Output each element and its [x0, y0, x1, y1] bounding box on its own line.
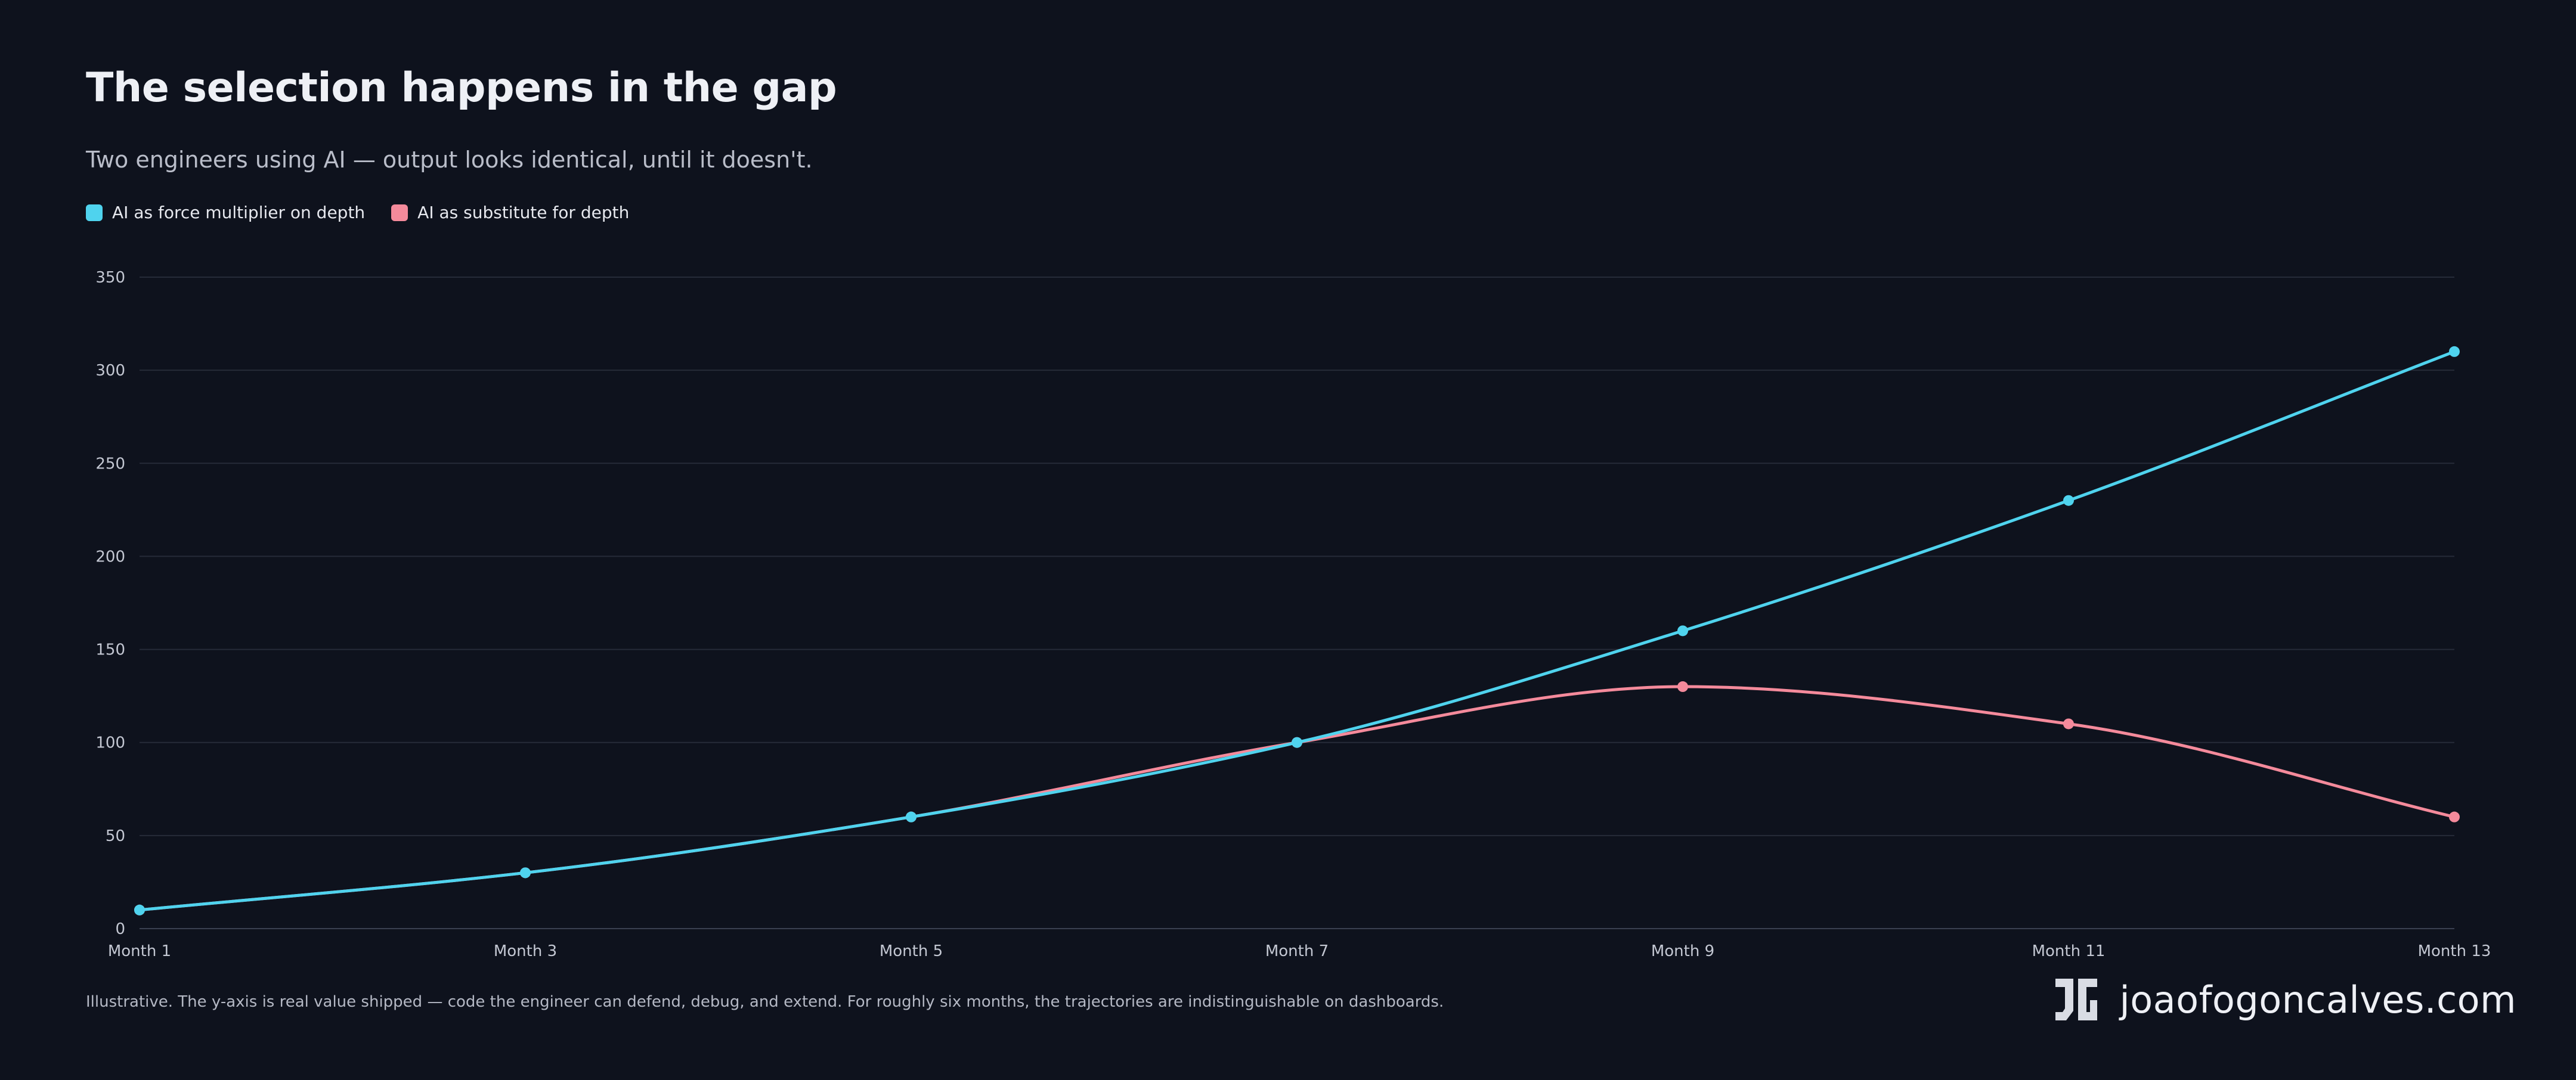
- brand[interactable]: joaofogoncalves.com: [2053, 976, 2517, 1023]
- y-tick-label: 0: [115, 920, 125, 938]
- x-tick-label: Month 9: [1651, 942, 1714, 960]
- legend-item-force-multiplier[interactable]: AI as force multiplier on depth: [86, 203, 365, 222]
- footnote: Illustrative. The y-axis is real value s…: [86, 993, 1444, 1011]
- data-point-force-multiplier-2[interactable]: [906, 811, 917, 823]
- legend-label-force-multiplier: AI as force multiplier on depth: [112, 203, 366, 222]
- grid-layer: [140, 277, 2454, 929]
- x-tick-label: Month 5: [880, 942, 943, 960]
- x-tick-label: Month 11: [2032, 942, 2106, 960]
- y-tick-label: 50: [106, 827, 125, 845]
- legend: AI as force multiplier on depth AI as su…: [86, 203, 655, 222]
- series-line-force-multiplier: [138, 350, 2456, 912]
- data-point-force-multiplier-5[interactable]: [2063, 495, 2074, 506]
- series-force-multiplier: [134, 346, 2460, 915]
- data-point-force-multiplier-6[interactable]: [2449, 346, 2460, 357]
- y-tick-label: 250: [95, 455, 125, 473]
- chart-subtitle: Two engineers using AI — output looks id…: [86, 147, 813, 173]
- y-tick-label: 300: [95, 362, 125, 380]
- legend-item-substitute[interactable]: AI as substitute for depth: [391, 203, 629, 222]
- series-layer: [134, 346, 2460, 915]
- data-point-force-multiplier-3[interactable]: [1292, 737, 1302, 748]
- legend-swatch-force-multiplier: [86, 204, 103, 221]
- legend-label-substitute: AI as substitute for depth: [417, 203, 630, 222]
- data-point-substitute-4[interactable]: [1677, 681, 1688, 693]
- x-tick-label: Month 1: [108, 942, 171, 960]
- data-point-force-multiplier-1[interactable]: [520, 867, 531, 879]
- data-point-force-multiplier-4[interactable]: [1677, 625, 1688, 637]
- x-axis: Month 1 Month 3 Month 5 Month 7 Month 9 Month…: [108, 942, 2491, 960]
- y-tick-label: 350: [95, 269, 125, 287]
- series-substitute: [134, 681, 2460, 915]
- chart-title: The selection happens in the gap: [86, 64, 837, 111]
- data-point-substitute-5[interactable]: [2063, 718, 2074, 730]
- brand-name: joaofogoncalves.com: [2119, 977, 2516, 1022]
- y-tick-label: 100: [95, 734, 125, 752]
- y-tick-label: 200: [95, 548, 125, 566]
- y-axis: 0 50 100 150 200 250 300 350: [95, 269, 125, 938]
- x-tick-label: Month 3: [494, 942, 557, 960]
- y-tick-label: 150: [95, 641, 125, 659]
- x-tick-label: Month 7: [1265, 942, 1329, 960]
- legend-swatch-substitute: [391, 204, 408, 221]
- jg-logo-icon: [2055, 979, 2097, 1020]
- data-point-force-multiplier-0[interactable]: [134, 904, 145, 915]
- data-point-substitute-6[interactable]: [2449, 811, 2460, 823]
- x-tick-label: Month 13: [2418, 942, 2491, 960]
